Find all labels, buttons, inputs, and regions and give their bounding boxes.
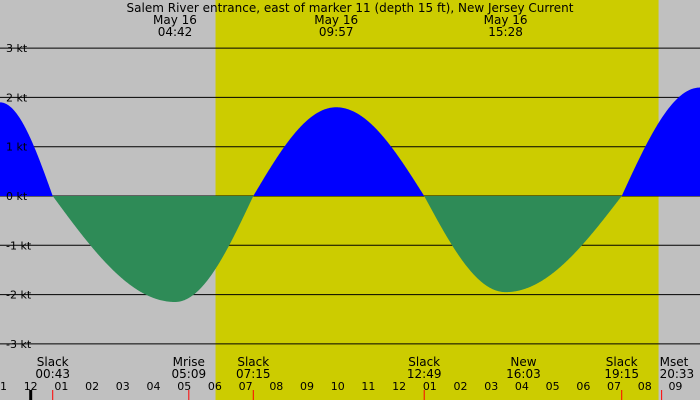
x-tick-label: 08 xyxy=(269,380,283,393)
event-markers xyxy=(29,390,663,400)
bottom-event-label: Mset xyxy=(660,355,689,369)
y-tick-label: -3 kt xyxy=(6,338,32,351)
x-tick-label: 05 xyxy=(546,380,560,393)
x-tick-label: 12 xyxy=(392,380,406,393)
x-tick-label: 07 xyxy=(607,380,621,393)
x-tick-label: 07 xyxy=(239,380,253,393)
x-axis-hour-labels: 11 12 01 02 03 04 05 06 07 08 09 10 11 12 01 02 03 04 05 06… xyxy=(0,380,682,393)
x-tick-label: 09 xyxy=(668,380,682,393)
chart-title: Salem River entrance, east of marker 11 … xyxy=(127,1,574,15)
x-tick-label: 10 xyxy=(331,380,345,393)
bottom-event-time: 00:43 xyxy=(35,367,70,381)
x-tick-label: 06 xyxy=(576,380,590,393)
bottom-event-time: 20:33 xyxy=(660,367,695,381)
bottom-event-time: 16:03 xyxy=(506,367,541,381)
bottom-event-label: Slack xyxy=(237,355,269,369)
y-tick-label: -2 kt xyxy=(6,289,32,302)
x-tick-label: 02 xyxy=(454,380,468,393)
y-tick-label: 2 kt xyxy=(6,91,28,104)
x-tick-label: 09 xyxy=(300,380,314,393)
bottom-event-time: 05:09 xyxy=(172,367,207,381)
y-tick-label: -1 kt xyxy=(6,239,32,252)
x-tick-label: 11 xyxy=(361,380,375,393)
bottom-event-label: Slack xyxy=(408,355,440,369)
flood-current-area xyxy=(0,87,700,196)
bottom-event-label: Slack xyxy=(37,355,69,369)
y-tick-label: 0 kt xyxy=(6,190,28,203)
bottom-events: Slack00:43Mrise05:09Slack07:15Slack12:49… xyxy=(35,355,694,381)
x-tick-label: 12 xyxy=(24,380,38,393)
top-event-time: 15:28 xyxy=(488,25,523,39)
bottom-event-time: 07:15 xyxy=(236,367,271,381)
top-event-time: 04:42 xyxy=(158,25,193,39)
y-axis-labels: 3 kt 2 kt 1 kt 0 kt -1 kt -2 kt -3 kt xyxy=(6,42,32,351)
y-tick-label: 1 kt xyxy=(6,141,28,154)
x-tick-label: 08 xyxy=(638,380,652,393)
y-tick-label: 3 kt xyxy=(6,42,28,55)
x-tick-label: 05 xyxy=(177,380,191,393)
top-event-time: 09:57 xyxy=(319,25,354,39)
top-event-date: May 16 xyxy=(153,13,197,27)
bottom-event-time: 12:49 xyxy=(407,367,442,381)
top-event-date: May 16 xyxy=(484,13,528,27)
x-tick-label: 02 xyxy=(85,380,99,393)
x-tick-label: 03 xyxy=(116,380,130,393)
ebb-current-area xyxy=(0,196,700,302)
x-tick-label: 01 xyxy=(423,380,437,393)
bottom-event-label: Mrise xyxy=(173,355,205,369)
x-tick-label: 06 xyxy=(208,380,222,393)
top-event-date: May 16 xyxy=(314,13,358,27)
bottom-event-time: 19:15 xyxy=(604,367,639,381)
bottom-event-label: Slack xyxy=(606,355,638,369)
x-tick-label: 04 xyxy=(147,380,161,393)
x-tick-label: 04 xyxy=(515,380,529,393)
bottom-event-label: New xyxy=(510,355,536,369)
x-tick-label: 01 xyxy=(54,380,68,393)
x-tick-label: 11 xyxy=(0,380,7,393)
x-tick-label: 03 xyxy=(484,380,498,393)
